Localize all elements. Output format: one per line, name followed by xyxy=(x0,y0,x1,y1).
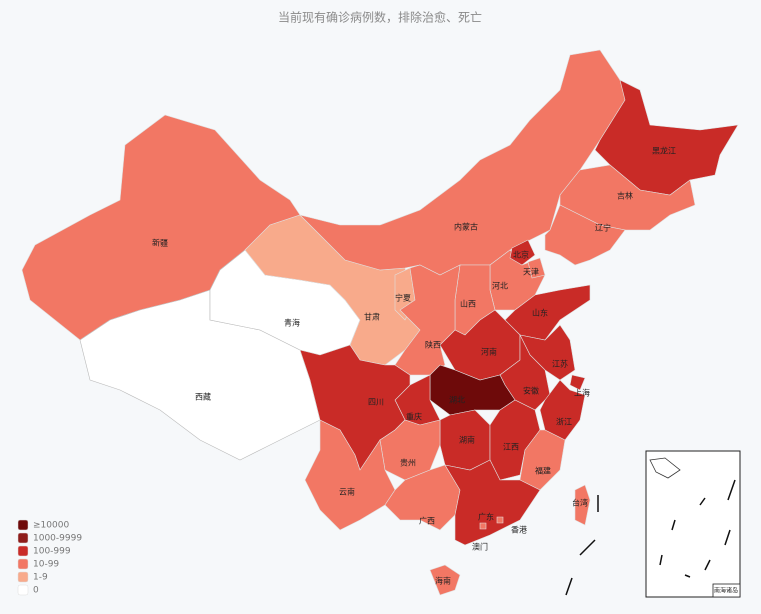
province xyxy=(539,379,586,441)
province-label: 江苏 xyxy=(552,359,568,369)
inset-frame xyxy=(645,450,741,598)
province-label: 上海 xyxy=(574,388,590,398)
legend-label: ≥10000 xyxy=(33,521,69,531)
province-label: 重庆 xyxy=(406,412,422,422)
province-label: 广东 xyxy=(478,512,494,522)
province-label: 吉林 xyxy=(617,191,633,201)
legend-swatch xyxy=(17,519,29,531)
province-label: 浙江 xyxy=(556,417,572,427)
province-label: 天津 xyxy=(523,267,539,277)
province-label: 内蒙古 xyxy=(454,222,478,232)
province-label: 甘肃 xyxy=(364,312,380,322)
province xyxy=(444,459,541,546)
legend-swatch xyxy=(17,558,29,570)
province-label: 安徽 xyxy=(523,386,539,396)
province-label: 西藏 xyxy=(195,392,211,402)
province-label: 云南 xyxy=(339,487,355,497)
sea-boundary xyxy=(565,495,599,596)
legend-label: 1-9 xyxy=(33,573,48,583)
province-label: 河北 xyxy=(492,281,508,291)
province xyxy=(574,484,591,526)
province-label: 湖南 xyxy=(459,435,475,445)
province-label: 福建 xyxy=(535,466,551,476)
province xyxy=(429,564,461,596)
province-label: 贵州 xyxy=(400,458,416,468)
province-label: 台湾 xyxy=(572,498,588,508)
province xyxy=(479,522,487,530)
province xyxy=(394,264,461,376)
province-label: 辽宁 xyxy=(595,223,611,233)
legend-swatch xyxy=(17,545,29,557)
legend-swatch xyxy=(17,571,29,583)
legend-label: 1000-9999 xyxy=(33,534,82,544)
province-label: 山西 xyxy=(460,299,476,309)
province-label: 宁夏 xyxy=(395,293,411,303)
province-label: 海南 xyxy=(435,576,451,586)
province xyxy=(527,257,546,279)
south-sea-inset: 南海诸岛 xyxy=(645,450,741,598)
province-label: 湖北 xyxy=(449,396,465,405)
province xyxy=(569,374,586,391)
legend-label: 0 xyxy=(33,586,39,596)
province-label: 青海 xyxy=(284,318,300,328)
map-title: 当前现有确诊病例数，排除治愈、死亡 xyxy=(278,10,482,25)
province-label: 广西 xyxy=(419,516,435,526)
province xyxy=(509,239,536,266)
province xyxy=(544,204,626,266)
legend-label: 10-99 xyxy=(33,560,59,570)
inset-coast xyxy=(649,457,681,479)
province-label: 澳门 xyxy=(472,542,488,552)
province-label: 陕西 xyxy=(425,340,441,350)
inset-label: 南海诸岛 xyxy=(714,587,738,595)
legend: ≥10000 1000-9999 100-999 10-99 1-9 0 xyxy=(17,519,82,596)
province-label: 香港 xyxy=(511,525,527,535)
legend-label: 100-999 xyxy=(33,547,71,557)
province xyxy=(496,516,504,524)
inset-label-box xyxy=(712,583,741,598)
province-label: 四川 xyxy=(368,398,384,407)
province-label: 新疆 xyxy=(152,238,168,248)
province-label: 江西 xyxy=(503,443,519,452)
province xyxy=(379,419,441,481)
province xyxy=(519,429,566,491)
legend-swatch xyxy=(17,584,29,596)
province-label: 河南 xyxy=(481,347,497,357)
province xyxy=(559,164,696,231)
legend-swatch xyxy=(17,532,29,544)
province-label: 北京 xyxy=(513,250,529,260)
regions xyxy=(21,49,739,596)
province-label: 山东 xyxy=(532,308,548,318)
inset-boundary xyxy=(659,479,736,578)
province-label: 黑龙江 xyxy=(652,146,676,156)
